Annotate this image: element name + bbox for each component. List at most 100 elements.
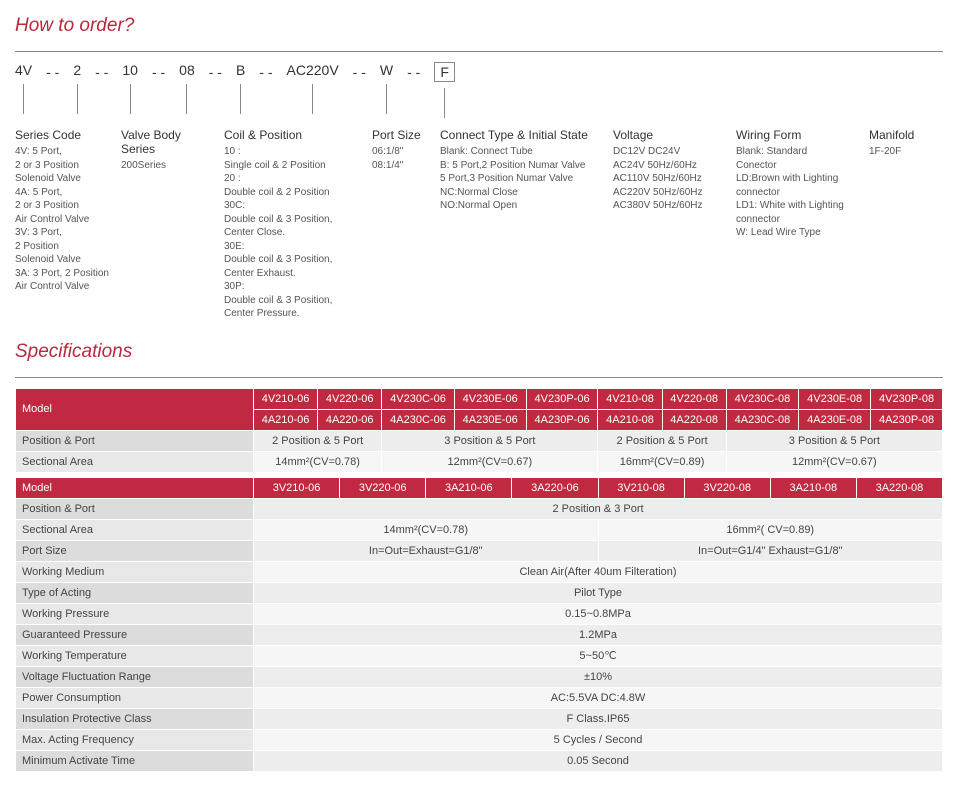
spec-cell: Pilot Type (254, 582, 943, 603)
divider (15, 377, 943, 378)
model-cell: 3A210-08 (770, 477, 856, 498)
row-label: Sectional Area (16, 451, 254, 472)
row-label: Position & Port (16, 498, 254, 519)
spec-cell: 12mm²(CV=0.67) (382, 451, 598, 472)
desc-body: 4V: 5 Port, 2 or 3 Position Solenoid Val… (15, 145, 113, 294)
model-cell: 4A210-06 (254, 409, 318, 430)
order-value: 4V (15, 62, 32, 78)
model-cell: 4A220-06 (318, 409, 382, 430)
model-cell: 4A230P-06 (526, 409, 598, 430)
connector-line (444, 88, 445, 118)
order-desc-col: VoltageDC12V DC24V AC24V 50Hz/60Hz AC110… (613, 128, 728, 321)
model-cell: 4A230C-08 (726, 409, 799, 430)
model-cell: 4A230P-08 (871, 409, 943, 430)
order-segment: AC220V (287, 62, 339, 118)
spec-row: Working Pressure0.15~0.8MPa (16, 603, 943, 624)
model-label: Model (16, 388, 254, 430)
model-cell: 4V230P-08 (871, 388, 943, 409)
spec-row: Sectional Area14mm²(CV=0.78)16mm²( CV=0.… (16, 519, 943, 540)
spec-cell: 16mm²( CV=0.89) (598, 519, 943, 540)
spec-cell: 14mm²(CV=0.78) (254, 519, 599, 540)
dash-separator: - - (353, 64, 366, 80)
desc-head: Series Code (15, 128, 113, 142)
model-label: Model (16, 477, 254, 498)
desc-head: Valve Body Series (121, 128, 216, 156)
dash-separator: - - (152, 64, 165, 80)
model-cell: 3A220-06 (512, 477, 598, 498)
order-desc-col: Wiring FormBlank: Standard Conector LD:B… (736, 128, 861, 321)
model-cell: 3A220-08 (856, 477, 942, 498)
connector-line (23, 84, 24, 114)
spec-cell: 0.15~0.8MPa (254, 603, 943, 624)
desc-head: Manifold (869, 128, 924, 142)
specifications-title: Specifications (15, 341, 943, 367)
model-cell: 4V230E-06 (454, 388, 526, 409)
model-cell: 3V220-08 (684, 477, 770, 498)
model-cell: 4A230C-06 (382, 409, 455, 430)
order-desc-col: Manifold1F-20F (869, 128, 924, 321)
spec-cell: In=Out=G1/4" Exhaust=G1/8" (598, 540, 943, 561)
spec-cell: 5 Cycles / Second (254, 729, 943, 750)
model-cell: 4V210-08 (598, 388, 662, 409)
model-row: Model 3V210-06 3V220-06 3A210-06 3A220-0… (16, 477, 943, 498)
row-label: Voltage Fluctuation Range (16, 666, 254, 687)
model-cell: 4V230E-08 (799, 388, 871, 409)
spec-cell: ±10% (254, 666, 943, 687)
spec-cell: 1.2MPa (254, 624, 943, 645)
model-cell: 4V210-06 (254, 388, 318, 409)
row-label: Minimum Activate Time (16, 750, 254, 771)
order-segment: F (434, 62, 455, 122)
row-label: Position & Port (16, 430, 254, 451)
spec-cell: 3 Position & 5 Port (726, 430, 942, 451)
spec-cell: In=Out=Exhaust=G1/8" (254, 540, 599, 561)
order-segment: 2 (73, 62, 81, 118)
desc-head: Coil & Position (224, 128, 364, 142)
desc-body: 10 : Single coil & 2 Position 20 : Doubl… (224, 145, 364, 321)
model-row-1: Model 4V210-06 4V220-06 4V230C-06 4V230E… (16, 388, 943, 409)
spec-table-2: Model 3V210-06 3V220-06 3A210-06 3A220-0… (15, 477, 943, 772)
desc-head: Voltage (613, 128, 728, 142)
row-label: Insulation Protective Class (16, 708, 254, 729)
order-value: W (380, 62, 393, 78)
spec-row: Power ConsumptionAC:5.5VA DC:4.8W (16, 687, 943, 708)
order-segment: 10 (122, 62, 138, 118)
spec-row: Position & Port2 Position & 3 Port (16, 498, 943, 519)
order-value: AC220V (287, 62, 339, 78)
spec-row: Type of ActingPilot Type (16, 582, 943, 603)
spec-cell: 16mm²(CV=0.89) (598, 451, 726, 472)
model-cell: 4V230C-08 (726, 388, 799, 409)
order-value: F (434, 62, 455, 82)
spec-table-1: Model 4V210-06 4V220-06 4V230C-06 4V230E… (15, 388, 943, 473)
model-cell: 4A230E-06 (454, 409, 526, 430)
spec-cell: F Class.IP65 (254, 708, 943, 729)
desc-head: Port Size (372, 128, 432, 142)
spec-cell: 12mm²(CV=0.67) (726, 451, 942, 472)
spec-row: Sectional Area 14mm²(CV=0.78) 12mm²(CV=0… (16, 451, 943, 472)
dash-separator: - - (46, 64, 59, 80)
order-values-row: 4V- -2- -10- -08- -B- -AC220V- -W- -F (15, 62, 943, 122)
connector-line (386, 84, 387, 114)
spec-cell: AC:5.5VA DC:4.8W (254, 687, 943, 708)
spec-cell: 2 Position & 5 Port (598, 430, 726, 451)
model-cell: 3A210-06 (426, 477, 512, 498)
order-value: B (236, 62, 245, 78)
order-value: 08 (179, 62, 195, 78)
spec-row: Minimum Activate Time0.05 Second (16, 750, 943, 771)
desc-body: 06:1/8" 08:1/4" (372, 145, 432, 172)
model-cell: 4A220-08 (662, 409, 726, 430)
row-label: Working Medium (16, 561, 254, 582)
dash-separator: - - (95, 64, 108, 80)
spec-cell: 2 Position & 3 Port (254, 498, 943, 519)
order-desc-col: Series Code 4V: 5 Port, 2 or 3 Position S… (15, 128, 113, 321)
spec-cell: Clean Air(After 40um Filteration) (254, 561, 943, 582)
dash-separator: - - (209, 64, 222, 80)
spec-cell: 3 Position & 5 Port (382, 430, 598, 451)
order-desc-row: Series Code 4V: 5 Port, 2 or 3 Position S… (15, 128, 943, 321)
order-desc-col: Valve Body Series 200Series (121, 128, 216, 321)
model-cell: 4V220-06 (318, 388, 382, 409)
desc-body: 200Series (121, 159, 216, 173)
model-cell: 4A230E-08 (799, 409, 871, 430)
order-desc-col: Port Size 06:1/8" 08:1/4" (372, 128, 432, 321)
order-segment: B (236, 62, 245, 118)
spec-row: Working Temperature5~50℃ (16, 645, 943, 666)
